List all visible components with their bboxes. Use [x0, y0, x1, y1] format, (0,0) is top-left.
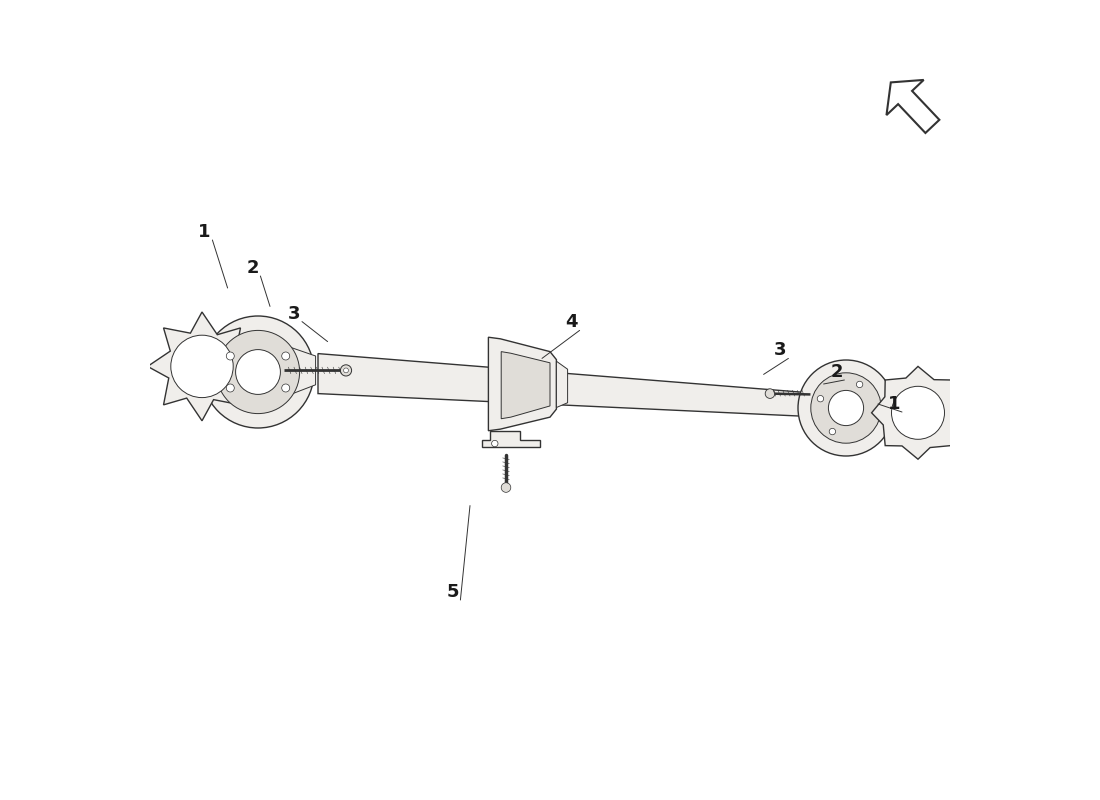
Circle shape: [829, 428, 836, 434]
Polygon shape: [488, 338, 557, 430]
Circle shape: [828, 390, 864, 426]
Circle shape: [502, 482, 510, 492]
Circle shape: [227, 352, 234, 360]
Circle shape: [857, 382, 862, 388]
Circle shape: [340, 365, 352, 376]
Polygon shape: [502, 352, 550, 418]
Circle shape: [343, 368, 349, 373]
Text: 4: 4: [565, 314, 578, 331]
Circle shape: [170, 335, 233, 398]
Circle shape: [282, 384, 289, 392]
Circle shape: [235, 350, 280, 394]
Text: 1: 1: [198, 223, 211, 241]
Polygon shape: [318, 354, 850, 418]
Circle shape: [202, 316, 314, 428]
Text: 3: 3: [288, 305, 300, 322]
Polygon shape: [482, 430, 540, 446]
Circle shape: [492, 440, 498, 446]
Circle shape: [798, 360, 894, 456]
Text: 2: 2: [830, 363, 843, 381]
Text: 3: 3: [774, 342, 786, 359]
Polygon shape: [274, 342, 316, 401]
Circle shape: [282, 352, 289, 360]
Circle shape: [766, 389, 774, 398]
Circle shape: [817, 395, 824, 402]
Polygon shape: [871, 366, 965, 459]
Text: 5: 5: [447, 583, 459, 601]
Circle shape: [227, 384, 234, 392]
Polygon shape: [557, 362, 568, 407]
Circle shape: [891, 386, 945, 439]
Text: 1: 1: [888, 395, 900, 413]
Text: 2: 2: [246, 259, 258, 277]
Circle shape: [217, 330, 299, 414]
Polygon shape: [147, 312, 256, 421]
Circle shape: [811, 373, 881, 443]
